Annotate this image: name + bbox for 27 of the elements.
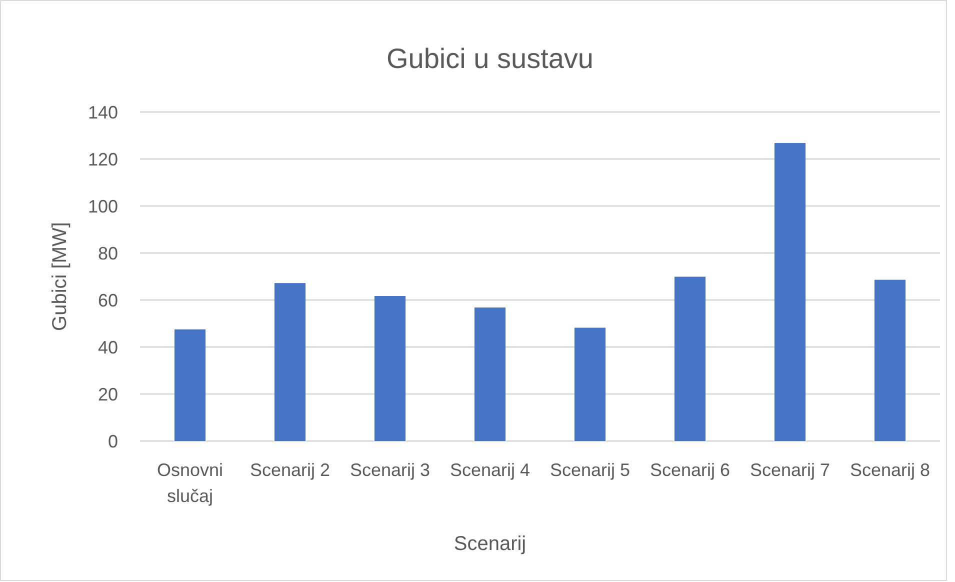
y-tick-label: 120 [88,149,118,170]
y-tick-label: 0 [108,431,118,452]
x-tick-label: Scenarij 4 [450,460,530,480]
x-tick-label: Scenarij 6 [650,460,730,480]
y-tick-label: 20 [98,384,118,404]
y-tick-label: 80 [98,243,118,264]
y-axis-title: Gubici [MW] [49,222,71,331]
y-tick-label: 100 [88,196,118,216]
bar [174,329,206,441]
bar [874,280,906,441]
bar [574,328,606,441]
bar [674,276,706,441]
x-tick-label: Scenarij 3 [350,460,430,480]
y-tick-label: 40 [98,337,118,358]
x-axis-title: Scenarij [454,533,526,555]
y-tick-label: 60 [98,290,118,310]
y-tick-label: 140 [88,102,118,122]
bar [474,308,506,441]
bar [774,143,806,441]
bar [374,296,406,441]
x-tick-label: Scenarij 2 [250,460,330,480]
chart-title: Gubici u sustavu [386,43,594,74]
bar [274,283,306,441]
x-tick-label: Scenarij 5 [550,460,630,480]
x-tick-label: Scenarij 7 [750,460,830,480]
x-tick-label: Osnovni slučaj [156,460,224,506]
x-tick-label: Scenarij 8 [850,460,930,480]
